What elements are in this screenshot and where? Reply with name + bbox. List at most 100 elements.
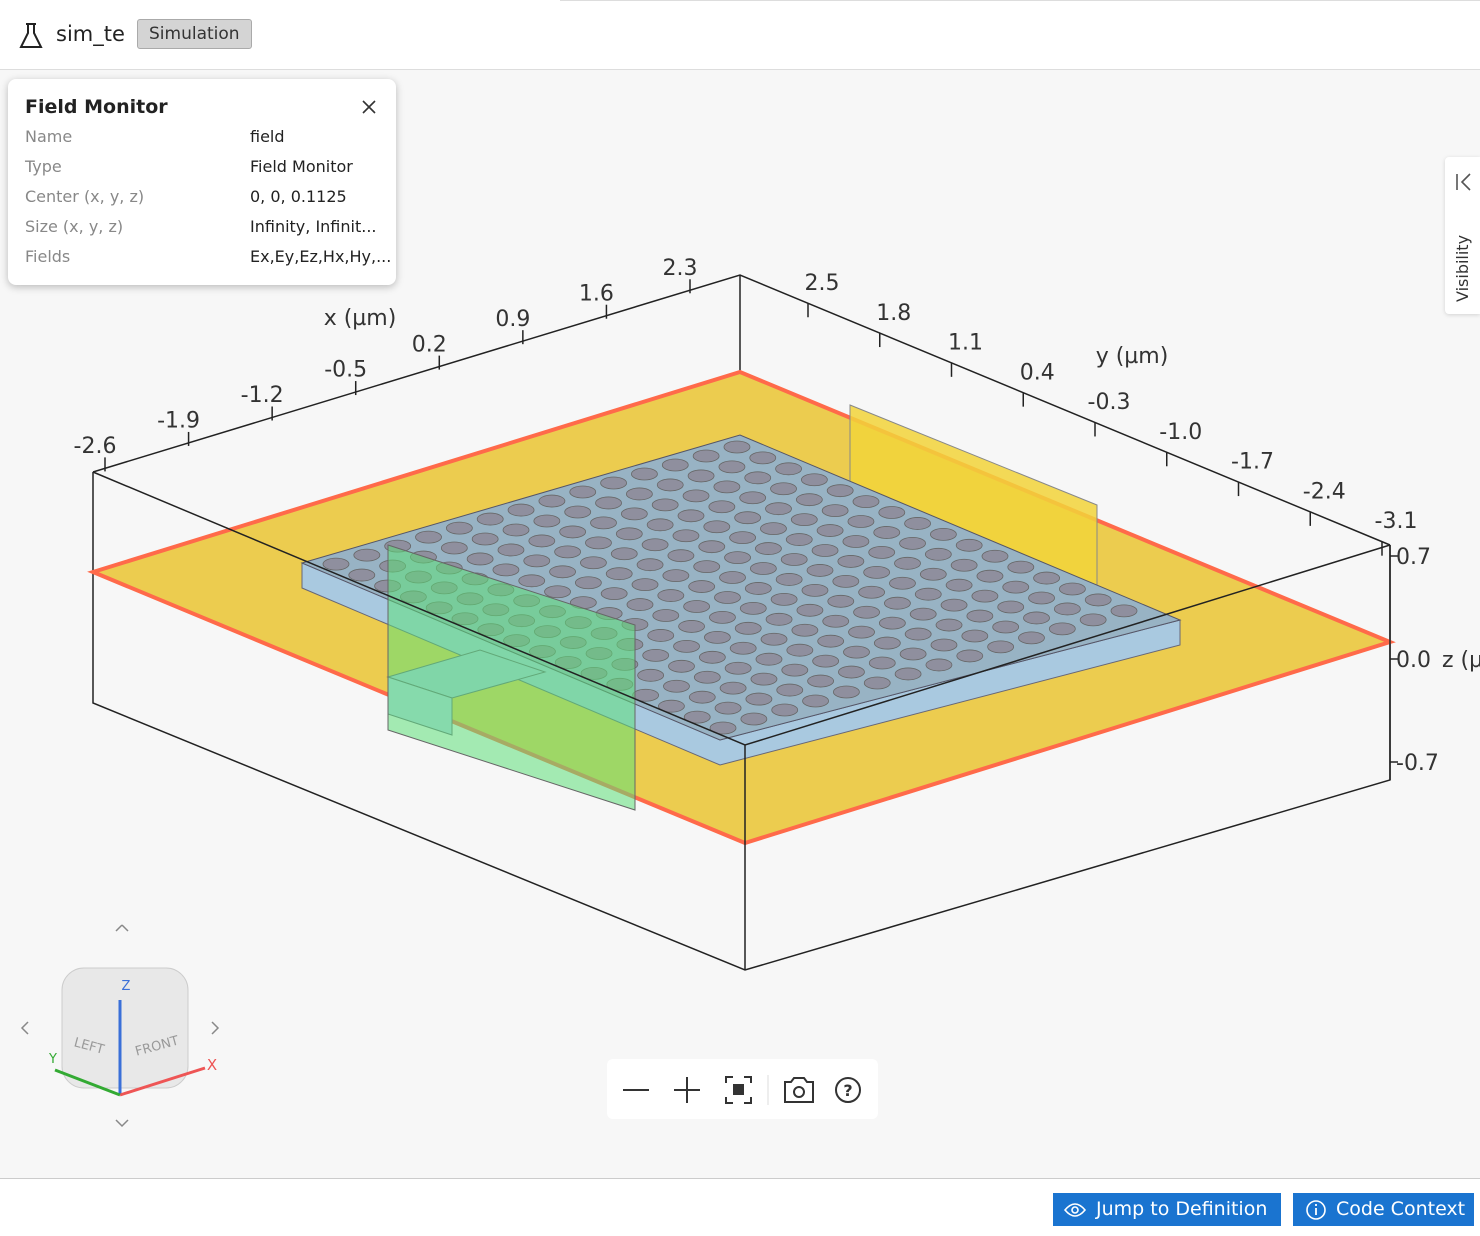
hole (868, 545, 896, 559)
row-value: Infinity, Infinit... (250, 217, 377, 236)
footer: Jump to Definition Code Context (0, 1178, 1480, 1236)
hole (1018, 631, 1045, 645)
viewer[interactable]: -2.6 -1.9 -1.2 -0.5 0.2 0.9 1.6 2.3 x (µm) 2.5 1.8… (0, 70, 1480, 1178)
zoom-in[interactable] (674, 1077, 700, 1103)
hole (585, 536, 612, 550)
hole (755, 652, 783, 666)
hole (641, 538, 669, 552)
hole (1007, 560, 1035, 574)
hole (687, 469, 715, 483)
hole (904, 627, 932, 641)
hole (348, 568, 376, 582)
hole (827, 594, 855, 608)
panel-title: Field Monitor (25, 96, 168, 118)
hole (724, 551, 751, 564)
toolbar: ? (607, 1059, 878, 1119)
x-tick-label: 2.3 (663, 256, 698, 281)
hole (1053, 602, 1081, 616)
row-key: Type (25, 157, 62, 176)
context-button[interactable]: Code Context (1293, 1193, 1474, 1226)
hole (466, 552, 494, 566)
hole (894, 667, 922, 681)
jump-button[interactable]: Jump to Definition (1053, 1193, 1281, 1226)
scene[interactable]: -2.6 -1.9 -1.2 -0.5 0.2 0.9 1.6 2.3 x (µm) 2.5 1.8… (0, 70, 1480, 1178)
hole (672, 529, 700, 543)
hole (924, 547, 952, 561)
hole (739, 601, 767, 615)
hole (971, 589, 999, 603)
hole (683, 600, 711, 613)
hole (765, 612, 793, 626)
hole (806, 564, 834, 577)
cube-arrows[interactable] (20, 924, 220, 1128)
hole (714, 591, 741, 604)
cube-z: Z (122, 979, 131, 994)
hole (811, 544, 839, 557)
view-cube[interactable]: LEFT FRONT Z Y X (20, 924, 220, 1128)
collapse-icon[interactable] (1453, 171, 1475, 193)
hole (507, 503, 535, 517)
hole (935, 618, 963, 632)
hole (693, 670, 721, 684)
hole (718, 460, 746, 474)
hole (610, 547, 638, 561)
hole (647, 629, 675, 642)
hole (626, 598, 654, 611)
hole (600, 476, 627, 490)
hole (739, 491, 767, 505)
hole (678, 620, 705, 633)
hole (682, 489, 710, 503)
hole (863, 565, 891, 579)
hole (709, 721, 737, 735)
button-label: Jump to Definition (1096, 1198, 1268, 1220)
x-tick-label: 1.6 (579, 281, 614, 306)
screenshot[interactable] (784, 1077, 814, 1103)
hole (636, 558, 664, 572)
hole (688, 580, 716, 593)
hole (445, 521, 473, 535)
row-key: Name (25, 127, 73, 146)
source-plane[interactable] (387, 544, 636, 811)
cube-x: X (207, 1056, 217, 1074)
help[interactable]: ? (835, 1077, 861, 1103)
hole (652, 609, 680, 622)
hole (471, 532, 499, 546)
hole (692, 449, 720, 463)
hole (749, 451, 777, 465)
hole (1002, 580, 1030, 594)
hole (440, 541, 468, 555)
hole (899, 536, 926, 550)
hole (842, 535, 870, 548)
hole (800, 473, 828, 487)
hole (832, 574, 860, 588)
visibility-tab[interactable]: Visibility (1445, 157, 1480, 314)
svg-text:?: ? (843, 1081, 852, 1100)
hole (724, 661, 752, 675)
hole (925, 658, 953, 672)
hole (569, 485, 597, 499)
hole (620, 507, 648, 521)
button-label: Code Context (1336, 1198, 1466, 1220)
close-button[interactable] (361, 99, 377, 115)
hole (713, 480, 741, 494)
hole (790, 513, 818, 527)
hole (574, 576, 602, 590)
hole (492, 563, 520, 577)
fit-view[interactable] (725, 1076, 752, 1104)
x-tick-label: 0.9 (495, 307, 530, 332)
hole (625, 487, 653, 501)
y-tick-label: 0.4 (1020, 360, 1055, 385)
hole (518, 574, 546, 588)
hole (595, 496, 622, 510)
hole (605, 567, 633, 581)
hole (884, 596, 911, 610)
hole (981, 549, 1009, 563)
hole (950, 558, 978, 572)
hole (956, 649, 984, 663)
hole (744, 582, 772, 595)
hole (1084, 593, 1112, 607)
row-key: Size (x, y, z) (25, 217, 124, 236)
hole (909, 607, 937, 621)
hole (987, 640, 1015, 654)
hole (775, 573, 803, 586)
